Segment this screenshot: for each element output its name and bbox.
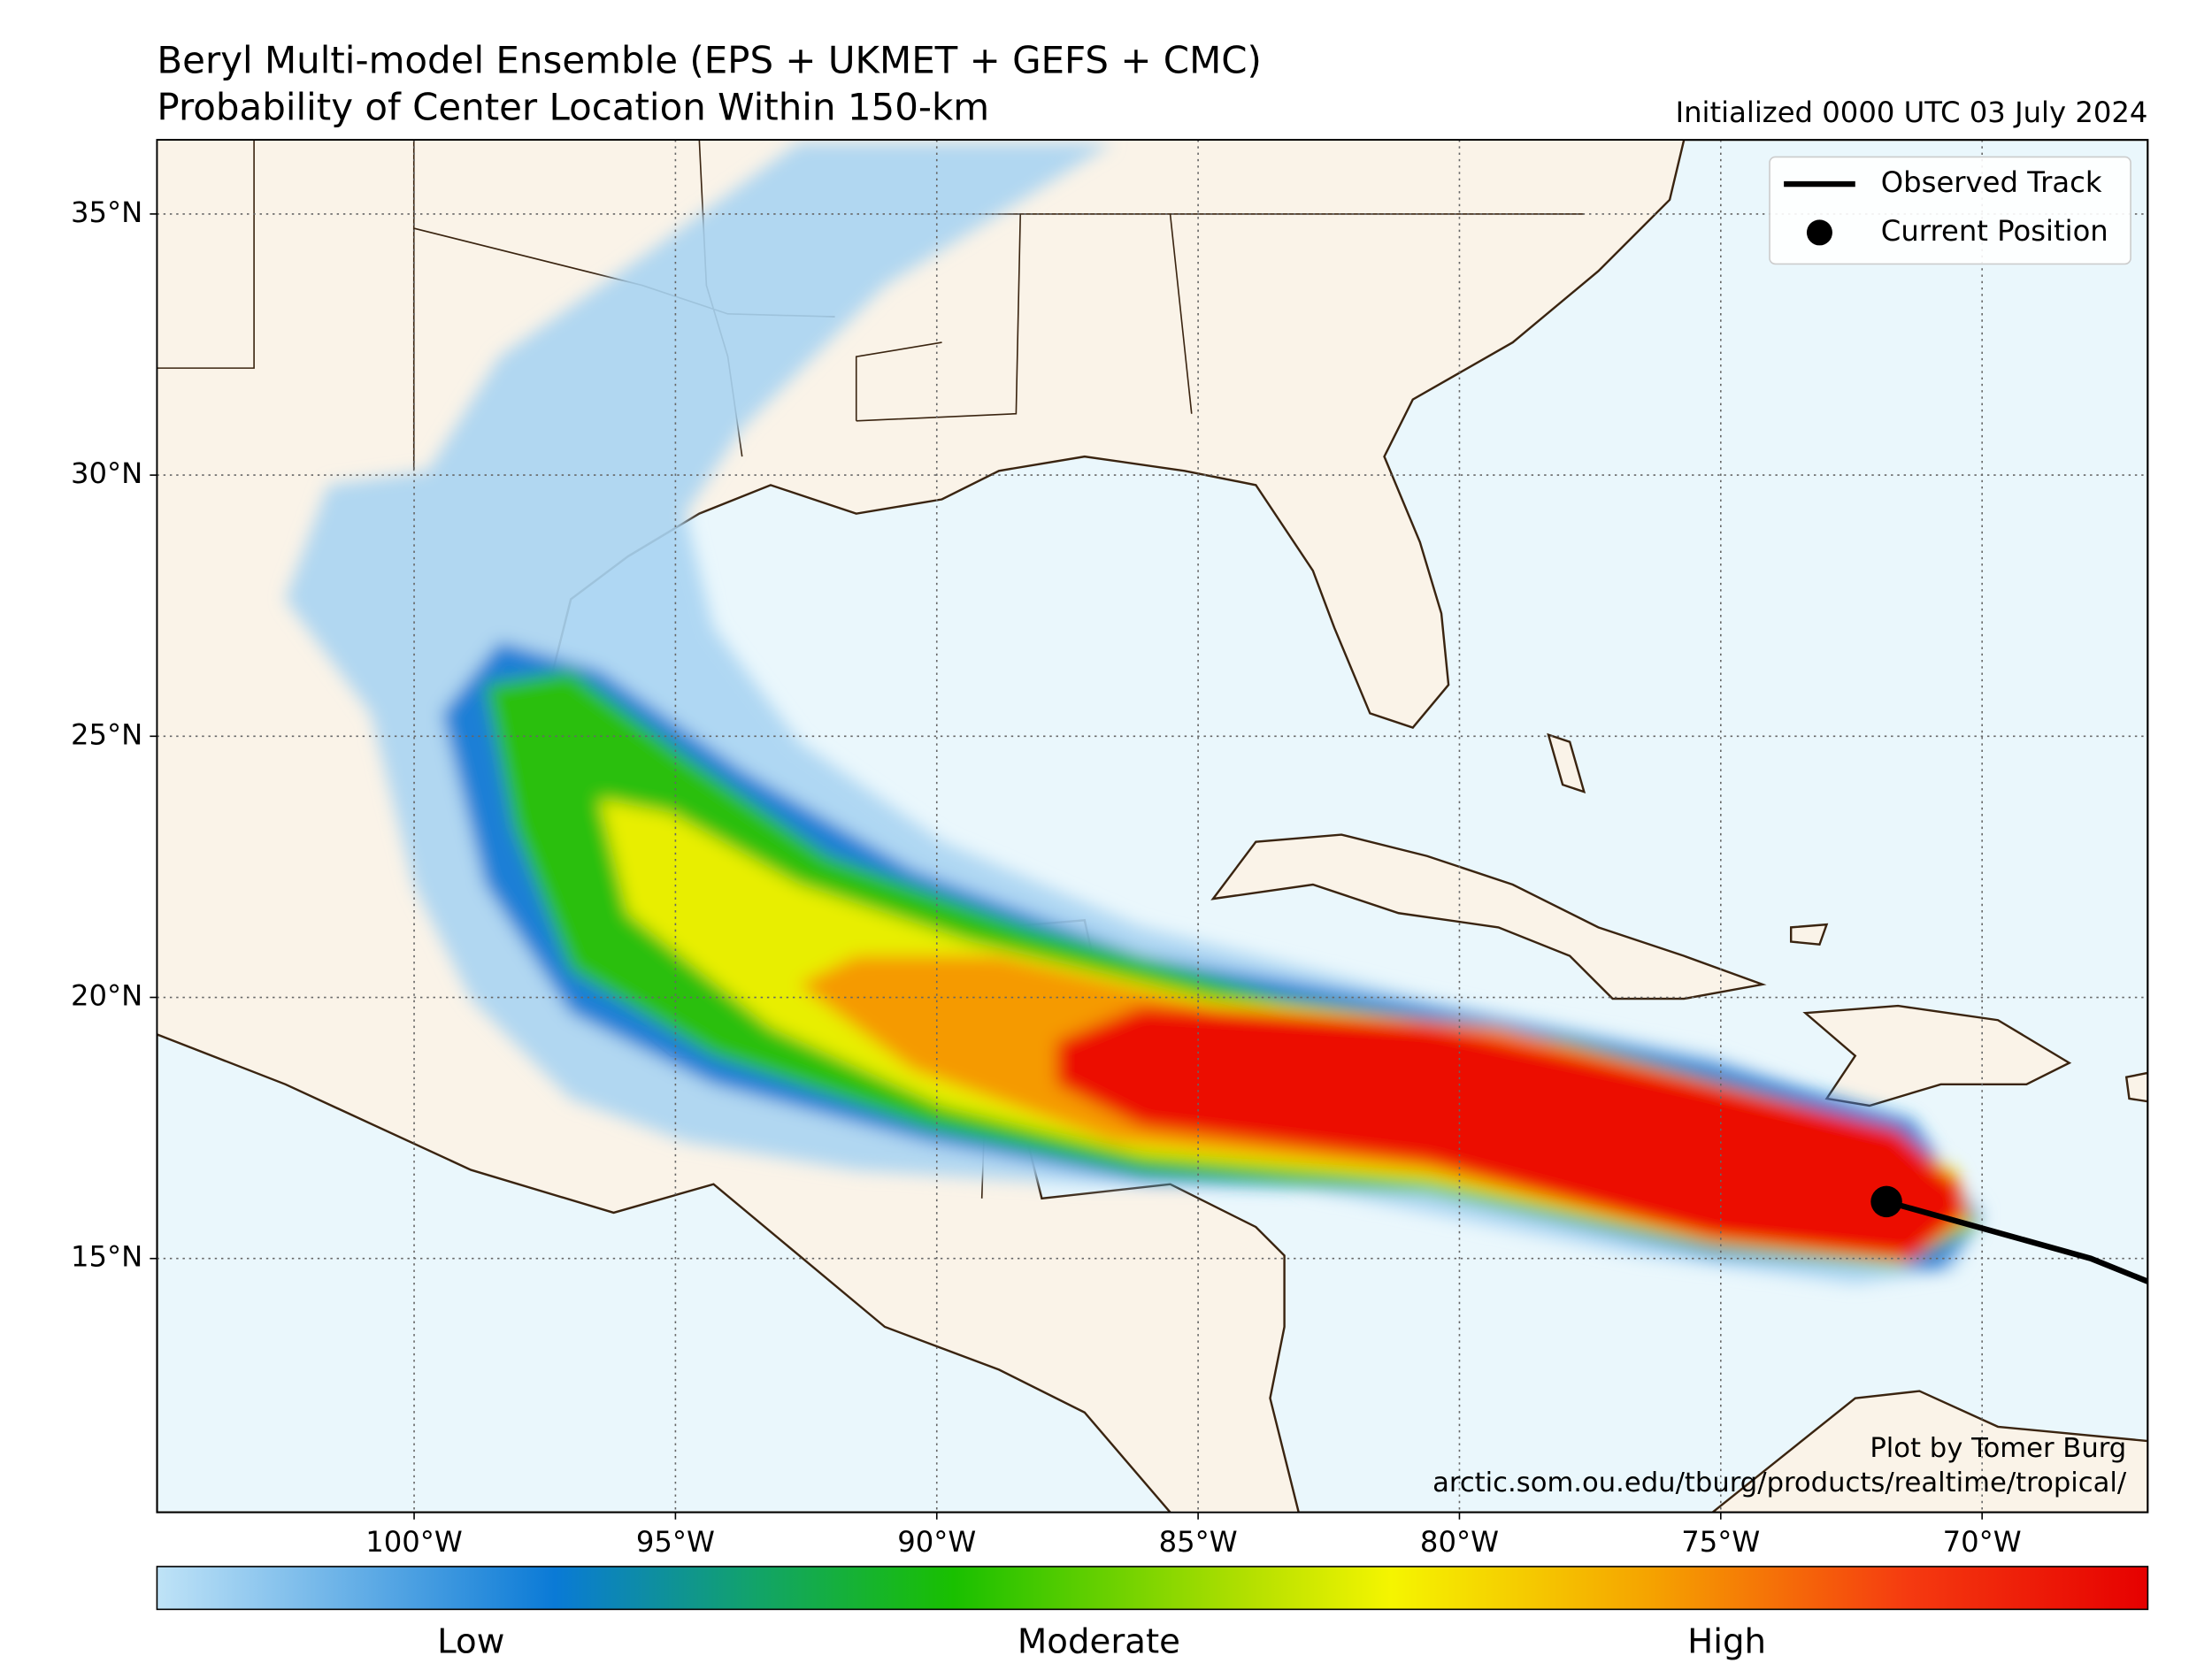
x-tick-label: 90°W [897, 1525, 976, 1559]
title: Beryl Multi-model Ensemble (EPS + UKMET … [157, 38, 1261, 81]
subtitle: Probability of Center Location Within 15… [157, 86, 989, 129]
ocean [157, 1033, 1172, 1513]
x-tick-label: 70°W [1943, 1525, 2022, 1559]
colorbar-label: Low [437, 1622, 504, 1662]
legend-dot [1806, 219, 1832, 246]
observed-track [1886, 1199, 2148, 1284]
legend: Observed Track Current Position [1769, 156, 2131, 265]
credit-url: arctic.som.ou.edu/tburg/products/realtim… [1432, 1468, 2127, 1498]
y-tick-label: 25°N [71, 717, 142, 751]
y-tick-label: 30°N [71, 456, 142, 490]
graticule [157, 140, 2148, 1513]
colorbar-label: Moderate [1018, 1622, 1180, 1662]
track-layer [1870, 1185, 2148, 1284]
x-tick-label: 85°W [1159, 1525, 1238, 1559]
legend-label: Current Position [1881, 214, 2108, 248]
colorbar-label: High [1687, 1622, 1766, 1662]
legend-label: Observed Track [1881, 165, 2102, 199]
map-area [157, 140, 2148, 1513]
current-position [1870, 1185, 1902, 1218]
credit: Plot by Tomer Burg [1870, 1433, 2126, 1464]
x-tick-label: 100°W [365, 1525, 463, 1559]
plot-frame [156, 139, 2149, 1514]
colorbar [156, 1566, 2149, 1611]
y-tick-label: 20°N [71, 979, 142, 1013]
legend-box [1769, 156, 2131, 265]
y-tick-label: 35°N [71, 195, 142, 229]
init-time: Initialized 0000 UTC 03 July 2024 [1676, 96, 2148, 129]
probability-swath [285, 142, 1984, 1284]
x-tick-label: 95°W [636, 1525, 715, 1559]
y-tick-label: 15°N [71, 1240, 142, 1274]
x-tick-label: 80°W [1420, 1525, 1499, 1559]
x-tick-label: 75°W [1681, 1525, 1760, 1559]
